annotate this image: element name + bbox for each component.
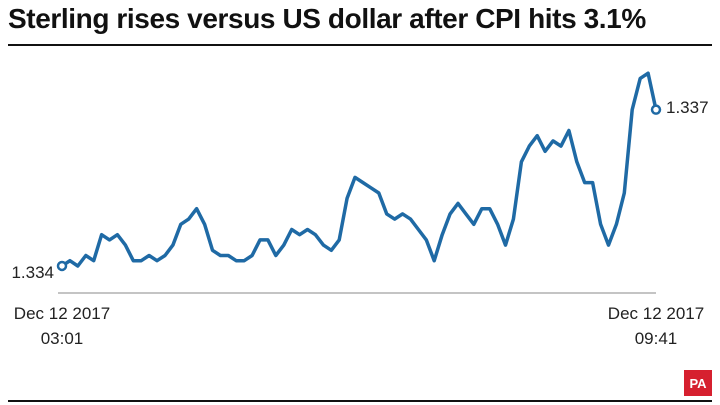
end-time-label: 09:41 xyxy=(635,329,678,348)
start-time-label: 03:01 xyxy=(41,329,84,348)
end-date-label: Dec 12 2017 xyxy=(608,304,704,323)
end-point-marker xyxy=(650,104,662,115)
chart-title: Sterling rises versus US dollar after CP… xyxy=(8,3,646,34)
end-value-label: 1.337 xyxy=(666,98,709,117)
start-date-label: Dec 12 2017 xyxy=(14,304,110,323)
start-point-marker xyxy=(56,260,68,272)
title-divider xyxy=(8,44,712,46)
start-value-label: 1.334 xyxy=(11,263,54,282)
series-line xyxy=(60,71,658,268)
bottom-divider xyxy=(8,400,712,402)
pa-logo: PA xyxy=(684,370,712,396)
